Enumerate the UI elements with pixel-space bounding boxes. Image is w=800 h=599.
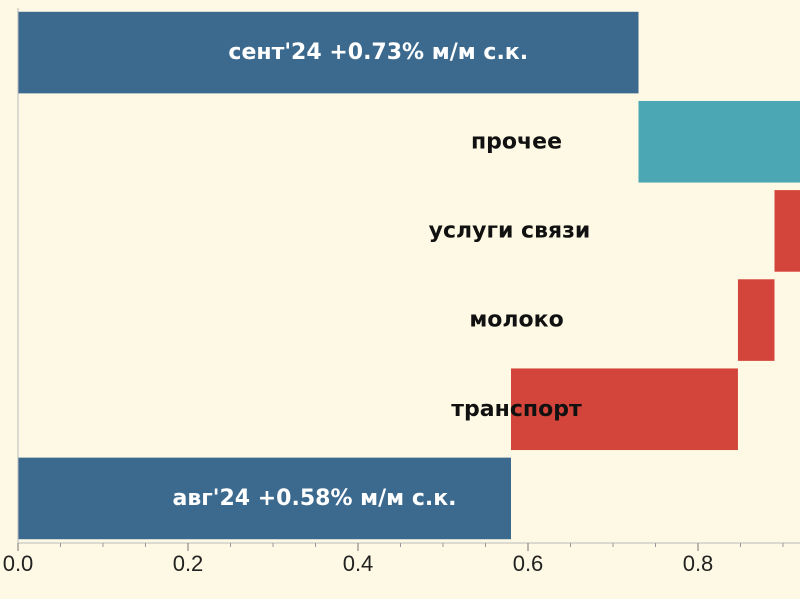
- bar-прочее: [638, 100, 800, 183]
- bar-сент-24-0-73-м-м-с-к: [18, 11, 639, 94]
- bar-label: услуги связи: [429, 218, 591, 243]
- bar-label: сент'24 +0.73% м/м с.к.: [228, 40, 528, 65]
- x-tick-label: 0.4: [343, 551, 374, 576]
- axes-group: 0.0 0.2 0.4 0.6 0.8: [3, 8, 800, 576]
- x-tick-label: 0.8: [683, 551, 714, 576]
- bar-label: прочее: [471, 129, 562, 154]
- x-tick-label: 0.0: [3, 551, 34, 576]
- bar-label: транспорт: [451, 397, 582, 422]
- bar-транспорт: [511, 368, 738, 451]
- bars-group: сент'24 +0.73% м/м с.к. прочее услуги связ…: [18, 11, 800, 540]
- x-tick-label: 0.2: [173, 551, 204, 576]
- x-tick-label: 0.6: [513, 551, 544, 576]
- bar-услуги-связи: [774, 190, 800, 272]
- bar-label: молоко: [469, 308, 563, 333]
- bar-label: авг'24 +0.58% м/м с.к.: [172, 486, 456, 511]
- bar-авг-24-0-58-м-м-с-к: [18, 457, 511, 540]
- bar-молоко: [737, 279, 775, 361]
